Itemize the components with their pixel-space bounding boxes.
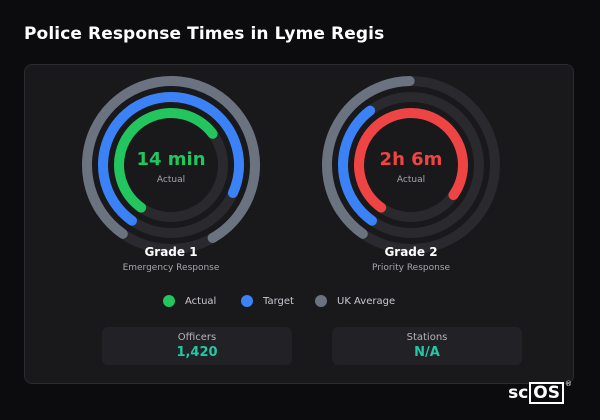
target-ring bbox=[98, 92, 244, 238]
stat-value: 1,420 bbox=[176, 345, 218, 360]
brand-logo: sc OS ® bbox=[508, 380, 572, 404]
grade-subtitle: Emergency Response bbox=[122, 263, 220, 273]
legend-label: UK Average bbox=[337, 295, 396, 307]
legend-item-uk-average: UK Average bbox=[315, 293, 395, 309]
grade-title: Grade 2 bbox=[384, 245, 438, 259]
gauge-grade-2: 2h 6m Actual bbox=[311, 65, 511, 265]
legend-dot-target bbox=[241, 295, 253, 307]
gauge-value: 14 min bbox=[136, 149, 206, 170]
gauge-grade-1: 14 min Actual bbox=[71, 65, 271, 265]
gauge-grade-1-labels: Grade 1 Emergency Response bbox=[71, 65, 271, 273]
actual-ring bbox=[114, 108, 228, 222]
legend-item-target: Target bbox=[241, 293, 294, 309]
grade-title: Grade 1 bbox=[144, 245, 198, 259]
stat-label: Stations bbox=[406, 332, 448, 343]
legend-item-actual: Actual bbox=[163, 293, 216, 309]
gauge-sub-label: Actual bbox=[156, 175, 186, 185]
stat-stations: Stations N/A bbox=[332, 327, 522, 365]
dashboard-card: 14 min Actual Grade 1 Emergency Response… bbox=[24, 64, 574, 384]
stat-value: N/A bbox=[414, 345, 440, 360]
stat-label: Officers bbox=[177, 332, 217, 343]
average-ring bbox=[321, 75, 500, 254]
legend-dot-actual bbox=[163, 295, 175, 307]
page-title: Police Response Times in Lyme Regis bbox=[24, 24, 385, 44]
legend-dot-uk-average bbox=[315, 295, 327, 307]
average-ring bbox=[81, 75, 260, 254]
brand-boxed: OS bbox=[529, 382, 564, 404]
actual-ring bbox=[353, 108, 468, 222]
target-ring bbox=[337, 92, 484, 238]
stat-officers: Officers 1,420 bbox=[102, 327, 292, 365]
gauge-sub-label: Actual bbox=[396, 175, 426, 185]
legend-label: Target bbox=[263, 295, 294, 307]
brand-prefix: sc bbox=[508, 383, 529, 403]
gauge-grade-2-rings bbox=[321, 75, 500, 254]
gauge-value: 2h 6m bbox=[379, 149, 443, 170]
brand-registered-mark: ® bbox=[565, 380, 572, 388]
gauge-grade-1-rings bbox=[81, 75, 260, 254]
gauge-grade-2-labels: Grade 2 Priority Response bbox=[311, 65, 511, 273]
grade-subtitle: Priority Response bbox=[371, 263, 451, 273]
legend: Actual Target UK Average bbox=[25, 293, 575, 309]
legend-label: Actual bbox=[185, 295, 217, 307]
